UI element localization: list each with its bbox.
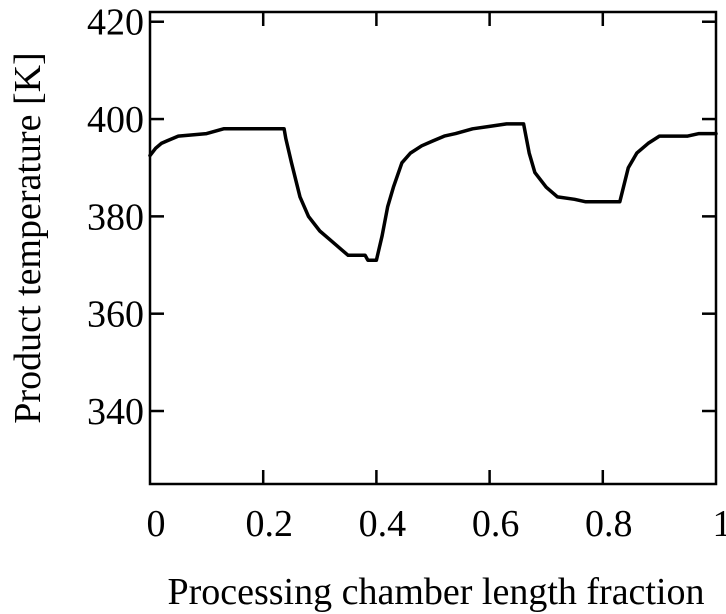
x-tick-label-5: 1 xyxy=(713,503,726,545)
y-tick-label-2: 380 xyxy=(87,196,144,238)
series-line-0 xyxy=(148,122,718,262)
y-tick-label-1: 360 xyxy=(87,294,144,336)
x-tick-label-0: 0 xyxy=(147,503,166,545)
x-tick-label-2: 0.4 xyxy=(359,503,407,545)
y-tick-label-4: 420 xyxy=(87,2,144,44)
x-tick-label-3: 0.6 xyxy=(472,503,520,545)
data-series xyxy=(148,122,718,262)
y-axis-title: Product temperature [K] xyxy=(7,52,49,423)
plot-frame xyxy=(148,10,718,486)
x-axis-title: Processing chamber length fraction xyxy=(167,571,704,613)
axis-ticks xyxy=(150,12,716,484)
x-tick-label-4: 0.8 xyxy=(585,503,633,545)
y-tick-label-0: 340 xyxy=(87,391,144,433)
plot-border xyxy=(148,10,718,486)
tick-labels: 0 0.2 0.4 0.6 0.8 1 340 360 380 400 420 xyxy=(87,2,726,545)
x-tick-label-1: 0.2 xyxy=(245,503,293,545)
y-tick-label-3: 400 xyxy=(87,99,144,141)
